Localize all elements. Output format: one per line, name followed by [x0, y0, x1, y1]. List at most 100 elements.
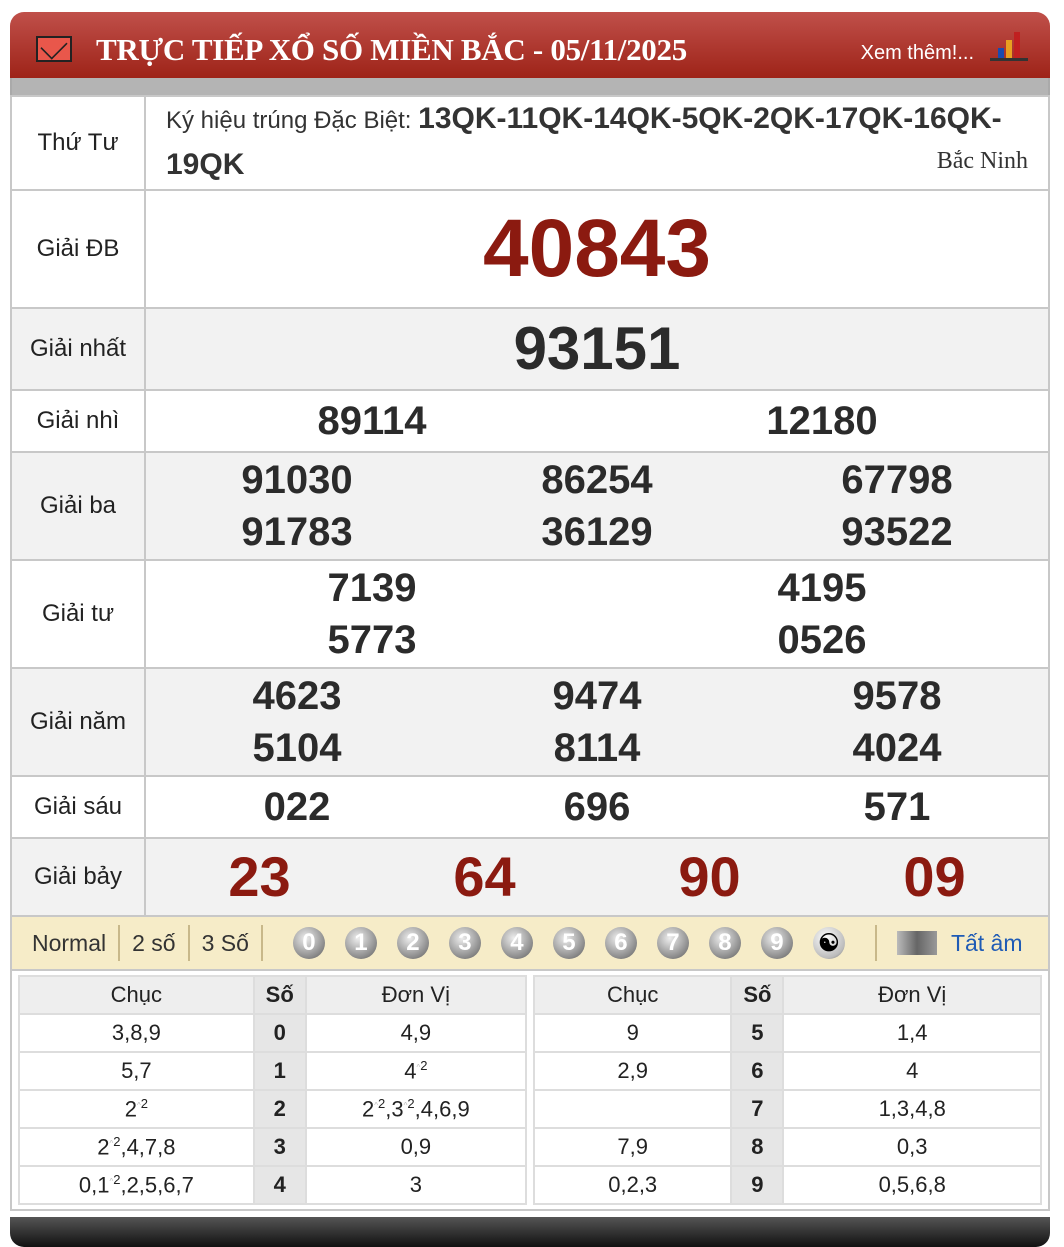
- digit-cell: 7: [730, 1089, 785, 1129]
- tens-cell: 5,7: [18, 1051, 255, 1091]
- prize-number: 36129: [541, 510, 653, 554]
- loto-row: 9 5 1,4: [532, 1013, 1042, 1053]
- units-cell: 4: [782, 1051, 1042, 1091]
- prize-number: 696: [563, 785, 631, 829]
- digit-cell: 3: [252, 1127, 307, 1167]
- prize-number: 23: [228, 845, 291, 908]
- digit-cell: 0: [252, 1013, 307, 1053]
- digit-cell: 1: [252, 1051, 307, 1091]
- speaker-icon[interactable]: [896, 931, 937, 955]
- prize-number: 571: [863, 785, 931, 829]
- loto-header: Chục: [18, 975, 255, 1015]
- digit-cell: 2: [252, 1089, 307, 1129]
- prize-row: Giải bảy 23 64 90 09: [10, 837, 1050, 917]
- prize-row: Giải ba 91030 86254 67798 91783 36129 93522: [10, 451, 1050, 561]
- yin-yang-icon[interactable]: ☯: [812, 927, 845, 959]
- digit-cell: 6: [730, 1051, 785, 1091]
- loto-row: 5,7 1 4^2: [18, 1051, 528, 1091]
- tens-cell: 2,9: [532, 1051, 733, 1091]
- digit-cell: 9: [730, 1165, 785, 1205]
- prize-number: 90: [678, 845, 741, 908]
- symbol-label: Ký hiệu trúng Đặc Biệt:: [166, 107, 412, 134]
- digit-ball-4[interactable]: 4: [500, 927, 533, 959]
- prize-label: Giải nhì: [10, 389, 146, 453]
- prize-number: 67798: [841, 458, 953, 502]
- prize-number: 89114: [317, 399, 427, 443]
- prize-row: Giải sáu 022 696 571: [10, 775, 1050, 839]
- units-cell: 4,9: [304, 1013, 528, 1053]
- tens-cell: 2^2: [18, 1089, 255, 1129]
- loto-row: 0,2,3 9 0,5,6,8: [532, 1165, 1042, 1205]
- prize-row: Giải ĐB 40843: [10, 189, 1050, 309]
- loto-tables: Chục Số Đơn Vị 3,8,9 0 4,9 5,7 1 4^2 2^2 2 2^2,3^2,…: [10, 971, 1050, 1211]
- prize-number: 7139: [327, 566, 417, 610]
- tens-cell: 0,1^2,2,5,6,7: [18, 1165, 255, 1205]
- digit-ball-1[interactable]: 1: [344, 927, 377, 959]
- prize-number: 40843: [482, 203, 712, 294]
- loto-row: 7 1,3,4,8: [532, 1089, 1042, 1129]
- loto-row: 2^2,4,7,8 3 0,9: [18, 1127, 528, 1167]
- prize-number: 86254: [541, 458, 653, 502]
- digit-ball-8[interactable]: 8: [708, 927, 741, 959]
- prize-label: Giải ba: [10, 451, 146, 561]
- bar-chart-icon[interactable]: [990, 32, 1028, 61]
- digit-ball-6[interactable]: 6: [604, 927, 637, 959]
- digit-cell: 8: [730, 1127, 785, 1167]
- loto-header: Số: [252, 975, 307, 1015]
- prize-label: Giải năm: [10, 667, 146, 777]
- digit-cell: 5: [730, 1013, 785, 1053]
- prize-label: Giải tư: [10, 559, 146, 669]
- digit-ball-5[interactable]: 5: [552, 927, 585, 959]
- digit-cell: 4: [252, 1165, 307, 1205]
- info-row: Thứ Tư Ký hiệu trúng Đặc Biệt: 13QK-11QK…: [10, 95, 1050, 191]
- prize-label: Giải sáu: [10, 775, 146, 839]
- tens-cell: 9: [532, 1013, 733, 1053]
- digit-ball-9[interactable]: 9: [760, 927, 793, 959]
- mail-icon: [36, 36, 72, 62]
- lottery-widget: TRỰC TIẾP XỔ SỐ MIỀN BẮC - 05/11/2025 Xe…: [10, 12, 1050, 1247]
- prize-number: 022: [263, 785, 331, 829]
- prize-number: 9474: [552, 674, 642, 718]
- units-cell: 3: [304, 1165, 528, 1205]
- mode-option[interactable]: 2 số: [120, 925, 190, 961]
- day-label: Thứ Tư: [10, 95, 146, 191]
- mode-option[interactable]: 3 Số: [190, 925, 263, 961]
- prize-number: 09: [903, 845, 966, 908]
- loto-header: Chục: [532, 975, 733, 1015]
- tens-cell: 2^2,4,7,8: [18, 1127, 255, 1167]
- prize-label: Giải bảy: [10, 837, 146, 917]
- prize-number: 8114: [553, 726, 641, 770]
- prize-number: 91030: [241, 458, 353, 502]
- units-cell: 4^2: [304, 1051, 528, 1091]
- mute-all-link[interactable]: Tất âm: [950, 929, 1023, 956]
- prize-label: Giải nhất: [10, 307, 146, 391]
- tens-cell: [532, 1089, 733, 1129]
- footer-bar: [10, 1217, 1050, 1247]
- tens-cell: 3,8,9: [18, 1013, 255, 1053]
- prize-number: 9578: [852, 674, 942, 718]
- loto-table-right: Chục Số Đơn Vị 9 5 1,4 2,9 6 4 7 1,3,4,8 7,9 8 0,3 0,2…: [532, 975, 1042, 1205]
- special-symbols: 13QK-11QK-14QK-5QK-2QK-17QK-16QK-19QK: [166, 102, 1002, 181]
- prize-number: 4623: [252, 674, 342, 718]
- units-cell: 0,3: [782, 1127, 1042, 1167]
- digit-ball-7[interactable]: 7: [656, 927, 689, 959]
- prize-number: 4195: [777, 566, 867, 610]
- digit-ball-0[interactable]: 0: [292, 927, 325, 959]
- loto-row: 2,9 6 4: [532, 1051, 1042, 1091]
- loto-row: 3,8,9 0 4,9: [18, 1013, 528, 1053]
- province: Bắc Ninh: [936, 148, 1028, 174]
- prize-number: 12180: [766, 399, 878, 443]
- digit-ball-3[interactable]: 3: [448, 927, 481, 959]
- digit-ball-2[interactable]: 2: [396, 927, 429, 959]
- prize-label: Giải ĐB: [10, 189, 146, 309]
- units-cell: 0,5,6,8: [782, 1165, 1042, 1205]
- see-more-link[interactable]: Xem thêm!...: [860, 42, 974, 64]
- mode-option[interactable]: Normal: [20, 925, 121, 961]
- page-title: TRỰC TIẾP XỔ SỐ MIỀN BẮC - 05/11/2025: [96, 32, 687, 67]
- tens-cell: 0,2,3: [532, 1165, 733, 1205]
- units-cell: 0,9: [304, 1127, 528, 1167]
- prize-number: 5104: [252, 726, 342, 770]
- loto-header: Số: [730, 975, 785, 1015]
- prize-row: Giải năm 4623 9474 9578 5104 8114 4024: [10, 667, 1050, 777]
- header-band: [10, 78, 1050, 95]
